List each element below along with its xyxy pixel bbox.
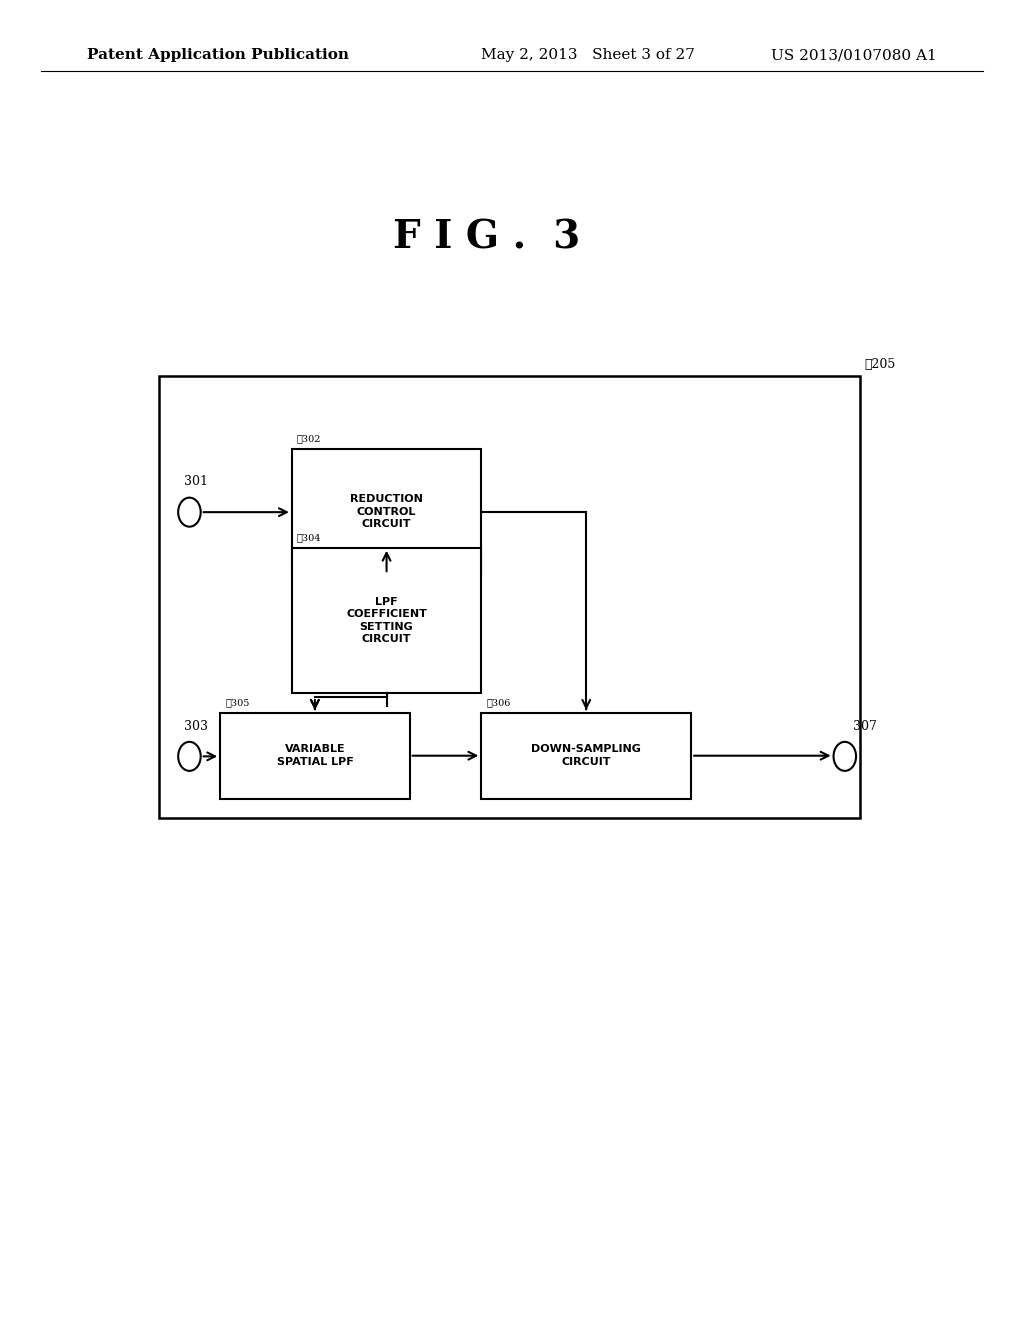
Text: 301: 301: [184, 475, 208, 488]
Circle shape: [834, 742, 856, 771]
Text: ℓ302: ℓ302: [297, 434, 322, 444]
Text: VARIABLE
SPATIAL LPF: VARIABLE SPATIAL LPF: [276, 744, 353, 767]
Text: DOWN-SAMPLING
CIRCUIT: DOWN-SAMPLING CIRCUIT: [531, 744, 641, 767]
Text: ℓ304: ℓ304: [297, 533, 322, 543]
Text: REDUCTION
CONTROL
CIRCUIT: REDUCTION CONTROL CIRCUIT: [350, 494, 423, 529]
Text: US 2013/0107080 A1: US 2013/0107080 A1: [771, 49, 937, 62]
Bar: [159, 376, 860, 818]
Circle shape: [178, 498, 201, 527]
Text: ℓ306: ℓ306: [486, 698, 511, 708]
Circle shape: [178, 742, 201, 771]
Text: LPF
COEFFICIENT
SETTING
CIRCUIT: LPF COEFFICIENT SETTING CIRCUIT: [346, 597, 427, 644]
Text: 307: 307: [853, 719, 877, 733]
Text: F I G .  3: F I G . 3: [393, 219, 580, 256]
Text: ℓ305: ℓ305: [225, 698, 250, 708]
Bar: [220, 713, 410, 799]
Text: Patent Application Publication: Patent Application Publication: [87, 49, 349, 62]
Text: 303: 303: [184, 719, 208, 733]
Text: ℓ205: ℓ205: [864, 358, 896, 371]
Bar: [292, 548, 481, 693]
Text: May 2, 2013   Sheet 3 of 27: May 2, 2013 Sheet 3 of 27: [481, 49, 695, 62]
Bar: [481, 713, 691, 799]
Bar: [292, 449, 481, 574]
